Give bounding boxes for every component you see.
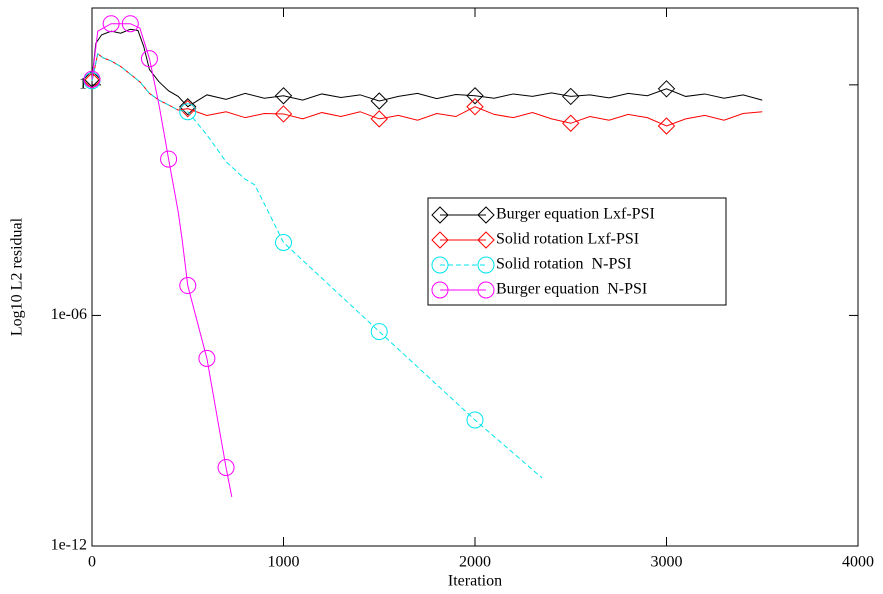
marker bbox=[140, 50, 158, 68]
marker bbox=[431, 256, 449, 274]
marker bbox=[370, 110, 388, 128]
series-line bbox=[91, 23, 233, 497]
marker bbox=[83, 70, 101, 88]
marker bbox=[477, 231, 495, 249]
x-tick-label: 3000 bbox=[651, 554, 683, 571]
marker bbox=[466, 98, 484, 116]
marker bbox=[370, 92, 388, 110]
marker bbox=[562, 87, 580, 106]
marker bbox=[274, 87, 293, 105]
marker bbox=[431, 206, 449, 224]
marker bbox=[657, 80, 676, 98]
marker bbox=[431, 231, 449, 249]
legend-label: Solid rotation Lxf-PSI bbox=[496, 231, 639, 248]
marker bbox=[121, 15, 139, 33]
series-line bbox=[91, 53, 763, 127]
series-line bbox=[91, 28, 763, 108]
marker bbox=[275, 234, 292, 252]
x-tick-label: 2000 bbox=[459, 554, 491, 571]
marker bbox=[160, 150, 178, 168]
marker bbox=[217, 459, 235, 477]
x-tick-label: 0 bbox=[88, 554, 96, 571]
marker bbox=[477, 281, 495, 299]
marker bbox=[102, 15, 120, 33]
marker bbox=[179, 277, 197, 295]
legend-box bbox=[427, 197, 727, 306]
marker bbox=[477, 256, 495, 274]
marker bbox=[370, 323, 388, 341]
y-tick-label: 1e-06 bbox=[51, 306, 87, 323]
legend-label: Burger equation Lxf-PSI bbox=[496, 206, 655, 223]
marker bbox=[477, 206, 495, 224]
marker bbox=[179, 103, 197, 121]
x-tick-label: 1000 bbox=[268, 554, 300, 571]
marker bbox=[657, 117, 676, 135]
x-tick-label: 4000 bbox=[842, 554, 874, 571]
marker bbox=[431, 281, 449, 299]
y-tick-label: 1e-12 bbox=[51, 537, 87, 554]
marker bbox=[198, 349, 216, 367]
marker bbox=[179, 98, 197, 116]
legend-label: Burger equation N-PSI bbox=[496, 281, 647, 298]
marker bbox=[466, 87, 484, 105]
marker bbox=[562, 114, 580, 132]
y-tick-label: 1 bbox=[79, 76, 87, 93]
y-axis-label: Log10 L2 residual bbox=[9, 217, 26, 336]
legend-label: Solid rotation N-PSI bbox=[496, 256, 632, 273]
x-axis-label: Iteration bbox=[448, 573, 502, 590]
marker bbox=[466, 411, 484, 429]
marker bbox=[274, 105, 293, 123]
